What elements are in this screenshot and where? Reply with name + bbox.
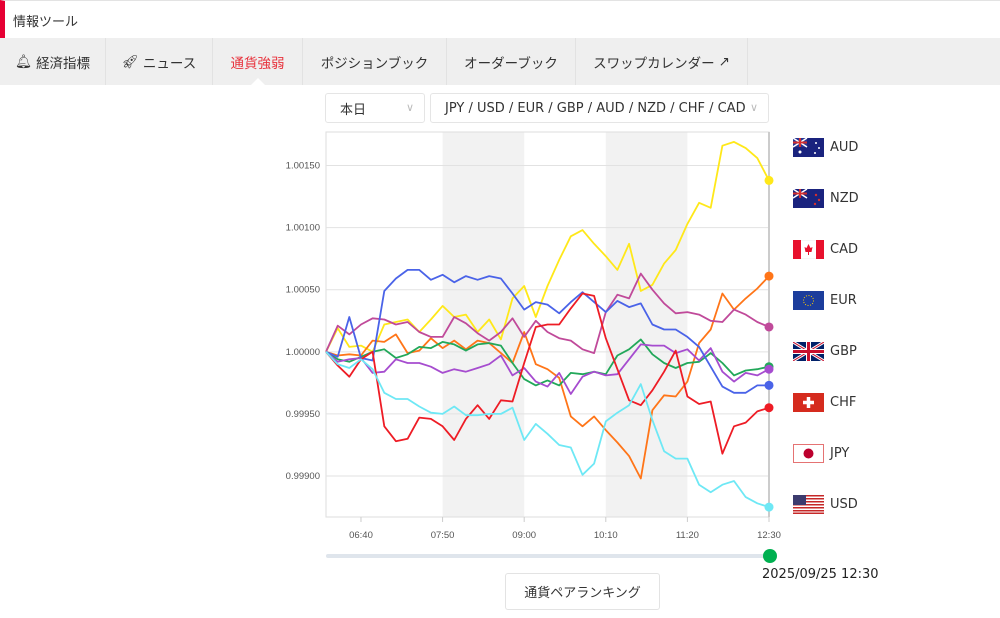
currency-select[interactable]: JPY / USD / EUR / GBP / AUD / NZD / CHF … xyxy=(430,93,769,123)
legend-item-nzd[interactable]: NZD xyxy=(793,189,859,208)
x-tick-label: 12:30 xyxy=(757,530,781,541)
series-line-gbp xyxy=(325,343,770,395)
x-tick-label: 06:40 xyxy=(349,530,373,541)
legend-label: JPY xyxy=(830,446,850,461)
y-tick-label: 1.00100 xyxy=(286,223,320,234)
time-slider-track[interactable] xyxy=(326,554,770,558)
series-end-marker-usd xyxy=(764,502,774,512)
tab-bar: 🔔︎ 経済指標 🚀︎ ニュース 通貨強弱 ポジションブック オーダーブック スワップ… xyxy=(0,38,1000,85)
rocket-icon: 🚀︎ xyxy=(121,53,139,70)
currency-value: JPY / USD / EUR / GBP / AUD / NZD / CHF … xyxy=(445,100,746,116)
flag-gbp-icon xyxy=(793,342,824,361)
series-line-eur xyxy=(325,338,770,387)
tab-position-book[interactable]: ポジションブック xyxy=(303,38,447,85)
legend-item-eur[interactable]: EUR xyxy=(793,291,857,310)
legend-label: NZD xyxy=(830,191,859,206)
tab-label: 経済指標 xyxy=(36,55,91,72)
y-tick-label: 1.00000 xyxy=(286,347,320,358)
series-line-chf xyxy=(325,268,769,394)
series-end-marker-jpy xyxy=(764,403,774,413)
tab-currency-strength[interactable]: 通貨強弱 xyxy=(213,38,303,85)
legend-item-cad[interactable]: CAD xyxy=(793,240,858,259)
y-tick-label: 0.99950 xyxy=(286,409,320,420)
y-tick-label: 0.99900 xyxy=(286,471,320,482)
series-line-jpy xyxy=(325,292,770,455)
flag-nzd-icon xyxy=(793,189,824,208)
period-value: 本日 xyxy=(340,102,367,118)
tab-label: 通貨強弱 xyxy=(230,55,285,72)
tab-label: ポジションブック xyxy=(320,55,429,72)
tab-label: オーダーブック xyxy=(464,55,558,72)
legend-label: GBP xyxy=(830,344,857,359)
series-line-cad xyxy=(325,272,770,355)
flag-aud-icon xyxy=(793,138,824,157)
legend-item-usd[interactable]: USD xyxy=(793,495,858,514)
x-tick-label: 11:20 xyxy=(676,530,699,541)
legend-item-jpy[interactable]: JPY xyxy=(793,444,849,463)
tab-economic-indicators[interactable]: 🔔︎ 経済指標 xyxy=(0,38,106,85)
period-select[interactable]: 本日 ∨ xyxy=(325,93,425,123)
series-end-marker-nzd xyxy=(764,271,774,281)
legend-label: USD xyxy=(830,497,858,512)
series-end-marker-cad xyxy=(764,322,774,332)
legend-item-gbp[interactable]: GBP xyxy=(793,342,857,361)
bell-icon: 🔔︎ xyxy=(14,53,33,70)
legend-item-aud[interactable]: AUD xyxy=(793,138,858,157)
slider-datetime: 2025/09/25 12:30 xyxy=(762,567,879,582)
tab-swap-calendar[interactable]: スワップカレンダー ↗ xyxy=(576,38,748,85)
pair-ranking-button[interactable]: 通貨ペアランキング xyxy=(505,573,660,610)
flag-cad-icon xyxy=(793,240,824,259)
tool-header: 情報ツール xyxy=(0,0,1000,38)
series-end-marker-aud xyxy=(764,175,774,185)
series-end-marker-gbp xyxy=(764,364,774,374)
series-end-marker-chf xyxy=(764,380,774,390)
tab-label: スワップカレンダー xyxy=(593,55,715,72)
tab-label: ニュース xyxy=(142,55,197,72)
y-tick-label: 1.00050 xyxy=(286,285,320,296)
flag-usd-icon xyxy=(793,495,824,514)
time-slider-handle[interactable] xyxy=(763,549,777,563)
series-line-aud xyxy=(325,140,770,353)
x-tick-label: 07:50 xyxy=(431,530,455,541)
x-tick-label: 10:10 xyxy=(594,530,618,541)
x-tick-label: 09:00 xyxy=(512,530,536,541)
legend-label: EUR xyxy=(830,293,857,308)
header-title: 情報ツール xyxy=(13,15,79,30)
chevron-down-icon: ∨ xyxy=(405,101,414,114)
external-link-icon: ↗ xyxy=(718,53,730,70)
series-line-nzd xyxy=(325,275,770,480)
series-line-usd xyxy=(325,351,770,508)
tab-order-book[interactable]: オーダーブック xyxy=(447,38,576,85)
chevron-down-icon: ∨ xyxy=(749,101,758,114)
flag-chf-icon xyxy=(793,393,824,412)
legend-label: CHF xyxy=(830,395,857,410)
flag-jpy-icon xyxy=(793,444,824,463)
flag-eur-icon xyxy=(793,291,824,310)
shaded-band xyxy=(605,132,688,517)
tab-news[interactable]: 🚀︎ ニュース xyxy=(106,38,213,85)
y-tick-label: 1.00150 xyxy=(286,161,320,172)
legend-item-chf[interactable]: CHF xyxy=(793,393,856,412)
legend-label: AUD xyxy=(830,140,859,155)
legend-label: CAD xyxy=(830,242,858,257)
